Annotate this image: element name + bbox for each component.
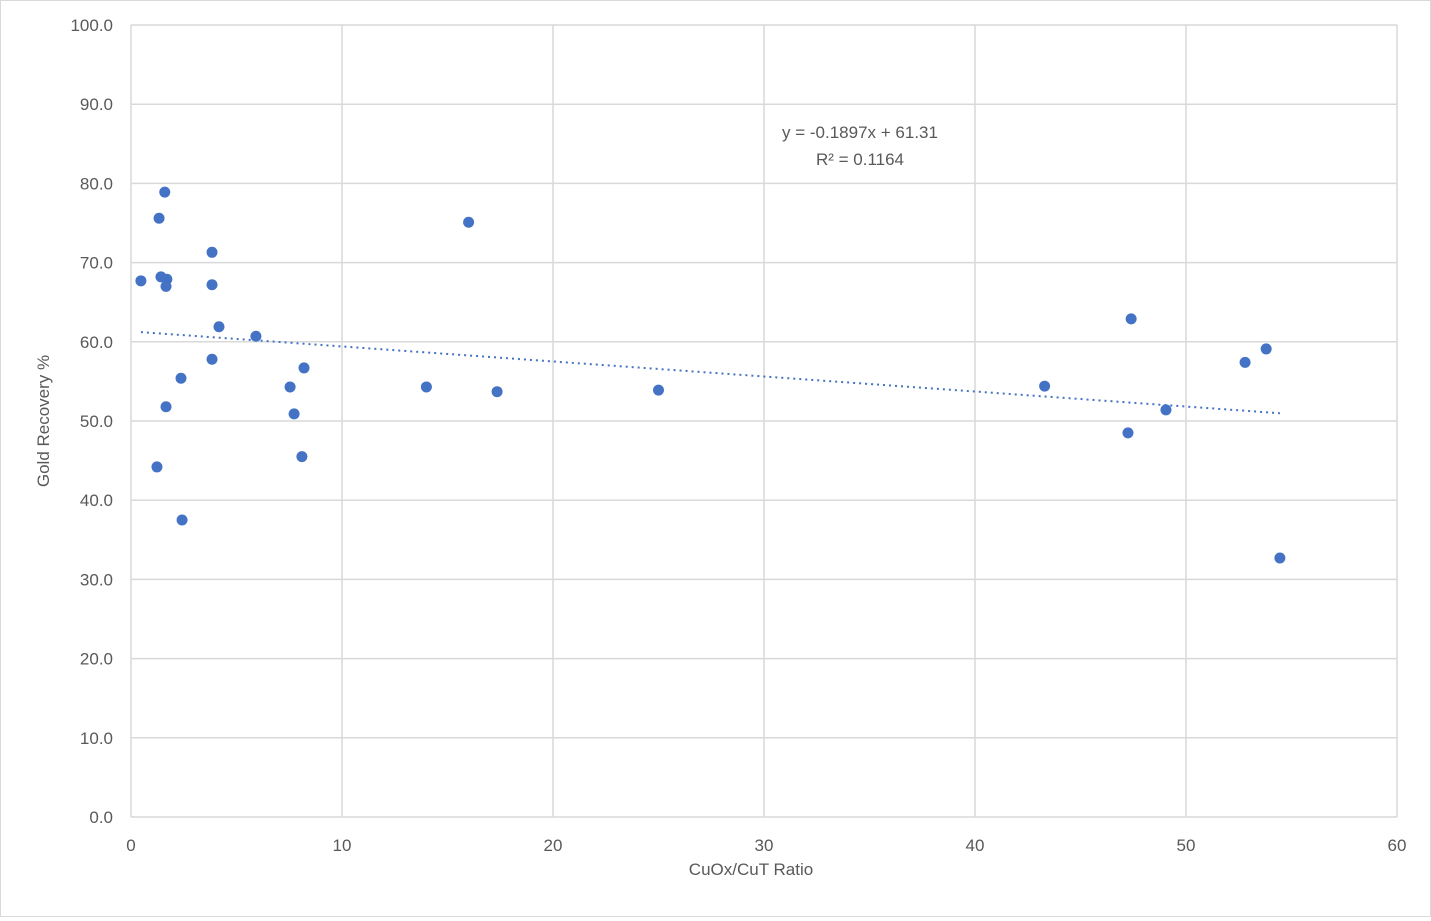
y-tick-label: 50.0 bbox=[80, 412, 113, 431]
x-axis-title: CuOx/CuT Ratio bbox=[689, 860, 813, 879]
y-tick-label: 100.0 bbox=[70, 16, 113, 35]
data-point bbox=[213, 321, 225, 333]
y-tick-label: 80.0 bbox=[80, 174, 113, 193]
y-tick-label: 70.0 bbox=[80, 254, 113, 273]
y-tick-label: 90.0 bbox=[80, 95, 113, 114]
data-point bbox=[420, 381, 432, 393]
x-tick-label: 60 bbox=[1388, 836, 1407, 855]
data-point bbox=[288, 408, 300, 420]
x-tick-label: 10 bbox=[333, 836, 352, 855]
x-tick-label: 30 bbox=[755, 836, 774, 855]
trendline-r2: R² = 0.1164 bbox=[816, 150, 904, 169]
x-tick-label: 0 bbox=[126, 836, 135, 855]
data-point bbox=[206, 246, 218, 258]
data-point bbox=[463, 216, 475, 228]
data-point bbox=[1125, 313, 1137, 325]
data-point bbox=[296, 451, 308, 463]
data-point bbox=[1160, 404, 1172, 416]
data-point bbox=[159, 186, 171, 198]
data-point bbox=[1260, 343, 1272, 355]
data-point bbox=[284, 381, 296, 393]
data-point bbox=[1122, 427, 1134, 439]
y-tick-label: 0.0 bbox=[89, 808, 113, 827]
data-point bbox=[653, 384, 664, 396]
trendline-equation: y = -0.1897x + 61.31 bbox=[782, 123, 938, 142]
data-point bbox=[250, 330, 262, 342]
data-point bbox=[1239, 356, 1251, 368]
y-tick-label: 10.0 bbox=[80, 729, 113, 748]
y-tick-label: 30.0 bbox=[80, 570, 113, 589]
y-tick-label: 60.0 bbox=[80, 333, 113, 352]
x-tick-label: 20 bbox=[544, 836, 563, 855]
data-point bbox=[175, 372, 187, 384]
data-point bbox=[298, 362, 310, 374]
data-point bbox=[176, 514, 188, 526]
data-point bbox=[491, 386, 503, 398]
y-tick-label: 40.0 bbox=[80, 491, 113, 510]
trendline bbox=[140, 331, 1280, 415]
x-tick-label: 40 bbox=[966, 836, 985, 855]
data-point bbox=[135, 275, 147, 287]
x-tick-label: 50 bbox=[1177, 836, 1196, 855]
data-point bbox=[160, 280, 172, 292]
data-point bbox=[153, 212, 165, 224]
y-tick-label: 20.0 bbox=[80, 650, 113, 669]
data-point bbox=[160, 401, 172, 413]
y-axis-title: Gold Recovery % bbox=[34, 355, 53, 487]
data-point bbox=[206, 279, 218, 291]
data-point bbox=[206, 353, 218, 365]
data-point bbox=[1039, 380, 1051, 392]
data-point bbox=[151, 461, 163, 473]
data-point bbox=[1274, 552, 1286, 564]
